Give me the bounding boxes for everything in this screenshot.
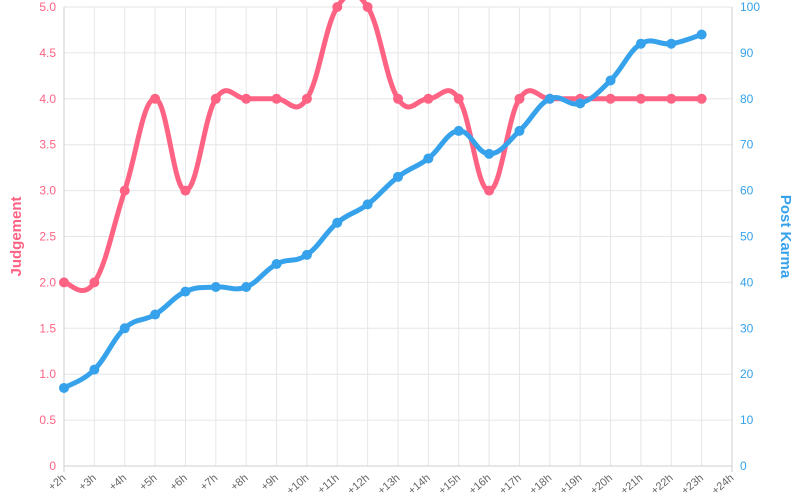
post-karma-point[interactable] <box>423 153 434 164</box>
post-karma-point[interactable] <box>666 38 677 49</box>
post-karma-point[interactable] <box>59 382 69 393</box>
x-tick-label: +17h <box>497 472 524 497</box>
right-tick-label: 20 <box>740 367 754 381</box>
x-tick-label: +10h <box>285 472 312 497</box>
post-karma-point[interactable] <box>635 38 646 49</box>
post-karma-point[interactable] <box>393 171 403 182</box>
post-karma-point[interactable] <box>301 249 312 260</box>
post-karma-point[interactable] <box>696 29 707 40</box>
post-karma-point[interactable] <box>150 309 161 320</box>
judgement-point[interactable] <box>180 185 191 196</box>
series <box>59 0 707 393</box>
left-tick-label: 3.5 <box>39 138 56 152</box>
post-karma-point[interactable] <box>271 259 282 270</box>
judgement-point[interactable] <box>271 93 282 104</box>
x-tick-label: +20h <box>588 472 615 497</box>
judgement-point[interactable] <box>696 93 707 104</box>
x-tick-label: +5h <box>137 472 159 493</box>
post-karma-point[interactable] <box>119 323 130 334</box>
x-tick-label: +11h <box>316 472 342 497</box>
left-tick-label: 0.5 <box>39 413 56 427</box>
x-tick-label: +19h <box>558 472 585 497</box>
x-tick-label: +24h <box>710 472 737 497</box>
post-karma-line <box>61 32 705 391</box>
right-tick-label: 0 <box>740 459 747 473</box>
judgement-point[interactable] <box>362 2 373 12</box>
right-axis-title: Post Karma <box>777 195 794 279</box>
post-karma-point[interactable] <box>605 75 616 86</box>
post-karma-point[interactable] <box>514 125 525 136</box>
right-tick-label: 100 <box>740 0 760 14</box>
x-tick-label: +8h <box>229 472 251 493</box>
x-tick-label: +16h <box>467 472 494 497</box>
judgement-point[interactable] <box>89 277 100 288</box>
x-tick-label: +13h <box>376 472 403 497</box>
post-karma-point[interactable] <box>484 148 495 159</box>
left-tick-label: 2.0 <box>39 275 56 289</box>
x-tick-label: +4h <box>107 472 129 493</box>
judgement-point[interactable] <box>605 93 616 104</box>
judgement-point[interactable] <box>514 93 525 104</box>
post-karma-point[interactable] <box>575 98 586 109</box>
x-tick-label: +18h <box>528 472 555 497</box>
judgement-line <box>61 0 705 293</box>
judgement-point[interactable] <box>453 93 464 104</box>
judgement-point[interactable] <box>119 185 130 196</box>
right-tick-label: 30 <box>740 321 754 335</box>
left-tick-label: 4.5 <box>39 46 56 60</box>
post-karma-point[interactable] <box>89 364 100 375</box>
judgement-point[interactable] <box>666 93 677 104</box>
post-karma-point[interactable] <box>332 217 343 228</box>
right-tick-label: 10 <box>740 413 754 427</box>
post-karma-point[interactable] <box>362 199 373 210</box>
right-tick-label: 70 <box>740 138 754 152</box>
left-tick-label: 2.5 <box>39 230 56 244</box>
judgement-point[interactable] <box>210 93 221 104</box>
left-tick-label: 4.0 <box>39 92 56 106</box>
x-tick-label: +2h <box>46 472 68 493</box>
x-tick-label: +3h <box>77 472 99 493</box>
x-tick-label: +14h <box>406 472 433 497</box>
left-tick-label: 1.5 <box>39 321 56 335</box>
judgement-point[interactable] <box>59 277 69 288</box>
post-karma-point[interactable] <box>544 93 555 104</box>
x-tick-label: +22h <box>649 472 676 497</box>
left-tick-label: 1.0 <box>39 367 56 381</box>
left-tick-label: 3.0 <box>39 184 56 198</box>
x-axis-ticks: +2h +3h +4h +5h +6h +7h +8h +9h +10h +11h +12h +13h… <box>46 472 736 497</box>
judgement-point[interactable] <box>150 93 161 104</box>
x-tick-label: +12h <box>345 472 372 497</box>
x-tick-label: +6h <box>168 472 190 493</box>
post-karma-point[interactable] <box>453 125 464 136</box>
post-karma-point[interactable] <box>180 286 191 297</box>
judgement-point[interactable] <box>241 93 252 104</box>
post-karma-point[interactable] <box>241 281 252 292</box>
x-tick-label: +15h <box>436 472 463 497</box>
judgement-point[interactable] <box>393 93 403 104</box>
judgement-point[interactable] <box>301 93 312 104</box>
x-tick-label: +21h <box>619 472 646 497</box>
judgement-point[interactable] <box>484 185 495 196</box>
right-tick-label: 80 <box>740 92 754 106</box>
right-tick-label: 60 <box>740 184 754 198</box>
x-tick-label: +23h <box>679 472 706 497</box>
left-tick-label: 0 <box>49 459 56 473</box>
judgement-point[interactable] <box>332 2 343 12</box>
right-axis-ticks: 0 10 20 30 40 50 60 70 80 90 100 <box>740 0 760 473</box>
post-karma-point[interactable] <box>210 281 221 292</box>
left-axis-title: Judgement <box>8 196 25 276</box>
left-tick-label: 5.0 <box>39 0 56 14</box>
judgement-point[interactable] <box>635 93 646 104</box>
grid <box>63 6 733 472</box>
right-tick-label: 50 <box>740 230 754 244</box>
left-axis-ticks: 0 0.5 1.0 1.5 2.0 2.5 3.0 3.5 4.0 4.5 5.0 <box>39 0 56 473</box>
x-tick-label: +7h <box>198 472 220 493</box>
judgement-point[interactable] <box>423 93 434 104</box>
right-tick-label: 40 <box>740 275 754 289</box>
right-tick-label: 90 <box>740 46 754 60</box>
x-tick-label: +9h <box>259 472 281 493</box>
